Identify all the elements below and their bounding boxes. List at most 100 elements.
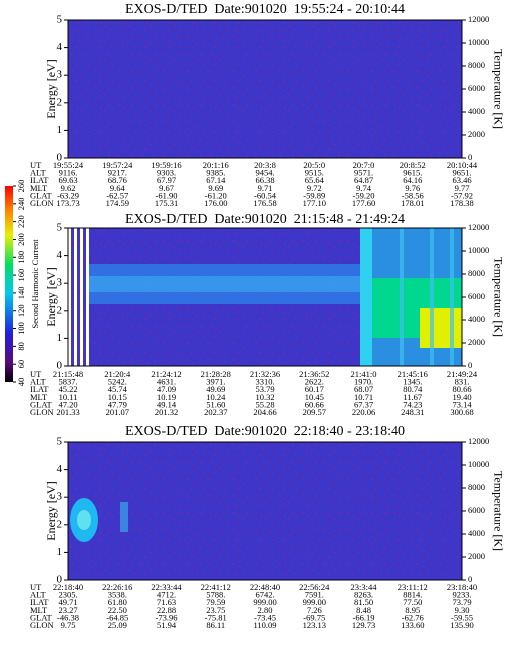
ephemeris-value: 21:24:12 (151, 369, 181, 379)
ephemeris-value: 20:8:52 (400, 160, 426, 170)
ephemeris-value: 129.73 (352, 620, 375, 630)
ephemeris-value: -59.20 (353, 190, 375, 200)
ephemeris-value: 22:18:40 (53, 582, 83, 592)
spectrogram-image (68, 442, 462, 580)
y-axis-label: Energy [eV] (44, 267, 58, 326)
ephemeris-value: 9.72 (307, 183, 322, 193)
y-tick-label: 1 (57, 332, 63, 344)
ephemeris-value: 9.67 (159, 183, 174, 193)
ephemeris-value: 9303. (157, 168, 176, 178)
ephemeris-value: -64.85 (106, 612, 128, 622)
ephemeris-label: ALT (30, 377, 47, 387)
ephemeris-value: -61.90 (156, 190, 178, 200)
blob (77, 510, 91, 530)
y-tick-label: 2 (57, 518, 63, 530)
ephemeris-value: 135.90 (450, 620, 473, 630)
ephemeris-value: 60.17 (305, 384, 324, 394)
ephemeris-value: 21:32:36 (250, 369, 280, 379)
ephemeris-value: 49.71 (58, 597, 77, 607)
region (420, 308, 462, 348)
y-tick-label: 1 (57, 124, 63, 136)
ephemeris-label: UT (30, 160, 42, 170)
ephemeris-value: 74.23 (403, 399, 422, 409)
ephemeris-value: 1970. (354, 377, 373, 387)
ephemeris-value: 9.77 (455, 183, 470, 193)
ephemeris-value: 19.40 (452, 392, 471, 402)
ephemeris-value: 9571. (354, 168, 373, 178)
ephemeris-value: -59.55 (451, 612, 473, 622)
ephemeris-value: 10.71 (354, 392, 373, 402)
ephemeris-value: 45.74 (108, 384, 128, 394)
y-axis-label: Energy [eV] (44, 481, 58, 540)
y-tick-label: 5 (57, 14, 63, 26)
ephemeris-value: 300.68 (450, 407, 473, 417)
ephemeris-value: 201.32 (155, 407, 178, 417)
ephemeris-value: 5242. (108, 377, 127, 387)
ephemeris-value: 9515. (305, 168, 324, 178)
ephemeris-value: 9385. (206, 168, 225, 178)
ephemeris-value: 10.11 (59, 392, 78, 402)
ephemeris-value: 5788. (206, 590, 225, 600)
ephemeris-label: ILAT (30, 384, 49, 394)
ephemeris-value: 23.75 (206, 605, 225, 615)
strip (74, 228, 77, 366)
ephemeris-value: 63.46 (452, 175, 471, 185)
y2-tick-label: 8000 (468, 60, 485, 70)
ephemeris-label: ALT (30, 168, 47, 178)
colorbar-tick-label: 200 (16, 233, 26, 246)
ephemeris-value: 9233. (452, 590, 471, 600)
ephemeris-value: 175.31 (155, 198, 178, 208)
ephemeris-value: 69.63 (58, 175, 77, 185)
ephemeris-value: 10.45 (305, 392, 324, 402)
colorbar-tick-label: 120 (16, 304, 26, 317)
ephemeris-value: 2.80 (258, 605, 273, 615)
band (88, 276, 360, 292)
ephemeris-value: 177.60 (352, 198, 375, 208)
ephemeris-value: 10.24 (206, 392, 226, 402)
ephemeris-label: UT (30, 582, 42, 592)
ephemeris-value: 51.94 (157, 620, 177, 630)
ephemeris-value: 176.00 (204, 198, 227, 208)
ephemeris-value: 65.64 (305, 175, 325, 185)
ephemeris-value: 64.16 (403, 175, 422, 185)
ephemeris-value: 73.79 (452, 597, 471, 607)
ephemeris-value: 9.76 (405, 183, 420, 193)
ephemeris-value: 1345. (403, 377, 422, 387)
colorbar-label: Second Harmonic Current (30, 239, 40, 329)
region (360, 228, 372, 366)
y2-tick-label: 8000 (468, 268, 485, 278)
ephemeris-value: 19:55:24 (53, 160, 84, 170)
ephemeris-value: -73.45 (254, 612, 276, 622)
y2-tick-label: 12000 (468, 14, 489, 24)
ephemeris-value: 204.66 (253, 407, 276, 417)
ephemeris-value: 61.80 (108, 597, 127, 607)
y2-tick-label: 2000 (468, 551, 485, 561)
ephemeris-value: 20:1:16 (203, 160, 229, 170)
ephemeris-label: GLON (30, 407, 54, 417)
ephemeris-value: 66.38 (255, 175, 274, 185)
ephemeris-value: 3310. (255, 377, 274, 387)
ephemeris-value: 220.06 (352, 407, 375, 417)
y-tick-label: 3 (57, 491, 63, 503)
ephemeris-value: 77.50 (403, 597, 422, 607)
y-tick-label: 4 (57, 249, 63, 261)
ephemeris-label: GLON (30, 198, 54, 208)
blob (120, 502, 128, 532)
ephemeris-value: 64.87 (354, 175, 373, 185)
ephemeris-value: 21:41:0 (351, 369, 377, 379)
ephemeris-value: 53.79 (255, 384, 274, 394)
ephemeris-label: MLT (30, 392, 48, 402)
ephemeris-value: 21:49:24 (447, 369, 478, 379)
ephemeris-value: 19:57:24 (102, 160, 133, 170)
y2-tick-label: 12000 (468, 222, 489, 232)
y-tick-label: 3 (57, 69, 63, 81)
y2-tick-label: 4000 (468, 528, 485, 538)
ephemeris-value: 248.31 (401, 407, 424, 417)
ephemeris-value: 9116. (59, 168, 78, 178)
ephemeris-value: 5837. (58, 377, 77, 387)
ephemeris-value: 21:15:48 (53, 369, 83, 379)
y2-tick-label: 10000 (468, 459, 489, 469)
ephemeris-label: ILAT (30, 175, 49, 185)
colorbar-tick-label: 160 (16, 269, 26, 282)
